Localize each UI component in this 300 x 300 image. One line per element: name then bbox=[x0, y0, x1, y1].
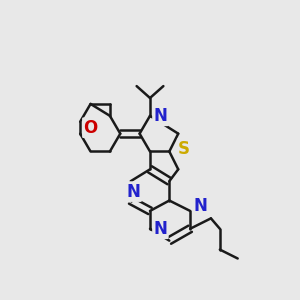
Text: S: S bbox=[178, 140, 190, 158]
Text: N: N bbox=[154, 107, 167, 125]
Text: N: N bbox=[127, 183, 141, 201]
Text: N: N bbox=[194, 197, 208, 215]
Text: O: O bbox=[83, 119, 98, 137]
Text: N: N bbox=[154, 220, 167, 238]
